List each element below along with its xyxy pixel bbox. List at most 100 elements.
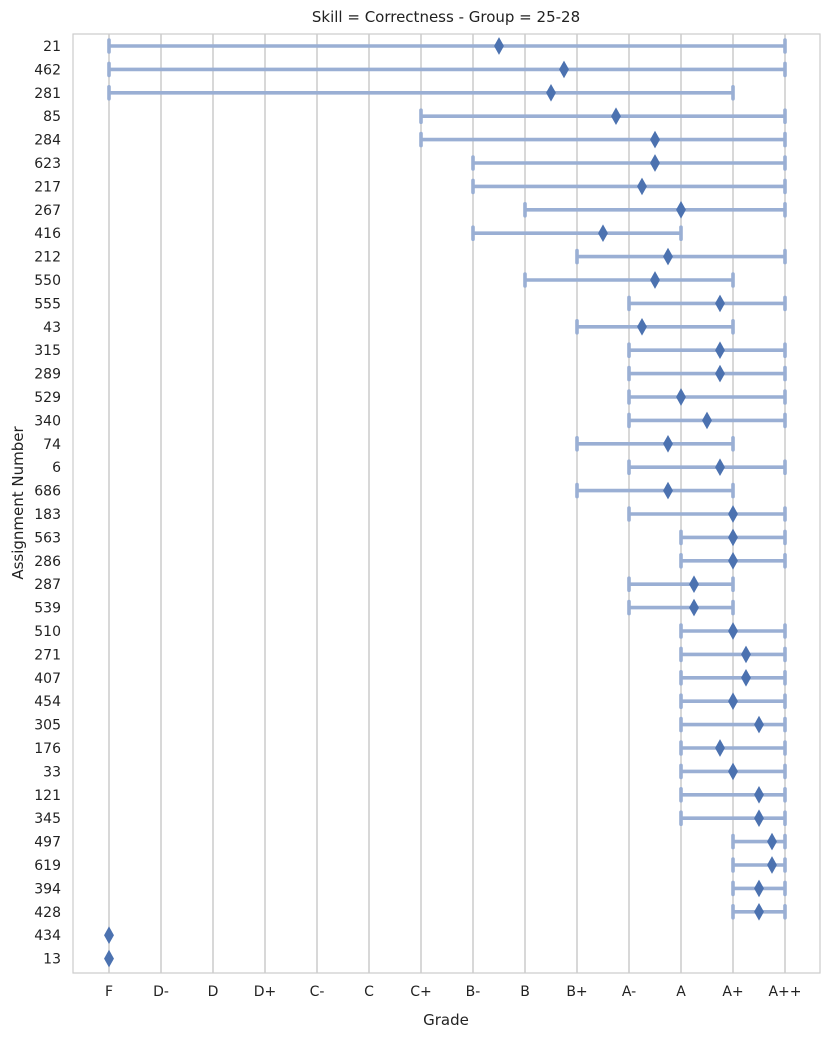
mean-marker bbox=[702, 411, 712, 430]
range-bar bbox=[679, 669, 787, 686]
mean-marker bbox=[728, 622, 738, 640]
mean-marker bbox=[728, 528, 738, 547]
mean-marker bbox=[637, 317, 647, 336]
mean-marker bbox=[767, 832, 777, 851]
x-axis-label: Grade bbox=[423, 1011, 469, 1029]
range-bars bbox=[107, 38, 787, 920]
y-tick-label: 340 bbox=[34, 413, 61, 429]
y-tick-label: 289 bbox=[34, 367, 61, 383]
range-bar bbox=[107, 38, 787, 54]
y-tick-label: 287 bbox=[34, 577, 61, 593]
mean-marker bbox=[728, 692, 738, 711]
y-tick-labels: 21 462 281 85 284 623 217 267 416 212 550 555 43 315 2… bbox=[34, 39, 61, 968]
grid-lines bbox=[108, 34, 786, 973]
mean-marker bbox=[754, 785, 764, 804]
range-bar bbox=[419, 131, 787, 148]
mean-marker bbox=[637, 177, 647, 196]
y-tick-label: 183 bbox=[34, 507, 61, 523]
y-tick-label: 305 bbox=[34, 718, 61, 734]
mean-marker bbox=[754, 715, 764, 734]
mean-marker bbox=[663, 481, 673, 500]
mean-marker bbox=[104, 926, 114, 945]
x-tick-label: C+ bbox=[410, 984, 432, 1000]
y-tick-label: 33 bbox=[43, 764, 61, 780]
y-tick-label: 284 bbox=[34, 133, 61, 149]
range-bar bbox=[627, 365, 787, 382]
range-bar bbox=[419, 108, 787, 124]
x-tick-label: D+ bbox=[254, 984, 277, 1000]
y-tick-label: 428 bbox=[34, 905, 61, 921]
y-tick-label: 286 bbox=[34, 554, 61, 570]
range-bar bbox=[523, 272, 735, 288]
mean-marker bbox=[650, 271, 660, 289]
y-tick-label: 271 bbox=[34, 647, 61, 663]
mean-marker bbox=[741, 645, 751, 664]
x-tick-label: A- bbox=[622, 984, 636, 1000]
range-bar bbox=[731, 857, 787, 873]
x-tick-label: A bbox=[676, 984, 686, 1000]
mean-marker bbox=[728, 762, 738, 781]
y-tick-label: 623 bbox=[34, 156, 61, 172]
mean-marker bbox=[676, 200, 686, 219]
x-tick-label: C bbox=[364, 984, 374, 1000]
y-tick-label: 217 bbox=[34, 179, 61, 195]
range-bar bbox=[627, 506, 787, 522]
mean-marker bbox=[689, 575, 699, 594]
mean-marker bbox=[715, 341, 725, 360]
y-tick-label: 434 bbox=[34, 928, 61, 944]
y-tick-label: 43 bbox=[43, 320, 61, 336]
range-bar bbox=[471, 155, 787, 171]
range-bar bbox=[627, 599, 735, 616]
range-bar bbox=[627, 295, 787, 312]
mean-marker bbox=[754, 809, 764, 828]
mean-marker bbox=[650, 154, 660, 172]
x-tick-label: D bbox=[208, 984, 219, 1000]
y-tick-label: 407 bbox=[34, 671, 61, 687]
y-tick-label: 315 bbox=[34, 343, 61, 359]
y-tick-label: 454 bbox=[34, 694, 61, 710]
y-tick-label: 539 bbox=[34, 601, 61, 617]
mean-marker bbox=[728, 551, 738, 570]
chart-title: Skill = Correctness - Group = 25-28 bbox=[312, 8, 580, 26]
range-bar bbox=[523, 202, 787, 218]
x-tick-label: C- bbox=[310, 984, 325, 1000]
mean-marker bbox=[767, 856, 777, 874]
mean-marker bbox=[663, 434, 673, 453]
x-tick-label: A+ bbox=[722, 984, 743, 1000]
y-tick-label: 6 bbox=[52, 460, 61, 476]
y-tick-label: 394 bbox=[34, 881, 61, 897]
plot-frame bbox=[72, 33, 821, 974]
y-tick-label: 686 bbox=[34, 484, 61, 500]
range-bar bbox=[575, 318, 735, 335]
y-axis-label: Assignment Number bbox=[9, 425, 27, 579]
mean-marker bbox=[689, 598, 699, 617]
y-tick-label: 267 bbox=[34, 203, 61, 219]
mean-marker bbox=[715, 739, 725, 757]
mean-marker bbox=[754, 879, 764, 898]
x-tick-label: B+ bbox=[566, 984, 587, 1000]
x-tick-label: D- bbox=[153, 984, 169, 1000]
mean-markers bbox=[104, 37, 777, 968]
range-bar bbox=[471, 178, 787, 195]
y-tick-label: 345 bbox=[34, 811, 61, 827]
x-tick-label: B bbox=[520, 984, 530, 1000]
mean-marker bbox=[715, 364, 725, 383]
mean-marker bbox=[598, 224, 608, 243]
x-tick-labels: F D- D D+ C- C C+ B- B B+ A- A A+ A++ bbox=[105, 984, 802, 1000]
y-tick-label: 529 bbox=[34, 390, 61, 406]
y-tick-label: 74 bbox=[43, 437, 61, 453]
y-tick-label: 21 bbox=[43, 39, 61, 55]
y-tick-label: 85 bbox=[43, 109, 61, 125]
mean-marker bbox=[728, 505, 738, 523]
y-tick-label: 462 bbox=[34, 62, 61, 78]
range-bar bbox=[679, 646, 787, 663]
range-bar bbox=[575, 435, 735, 452]
mean-marker bbox=[494, 37, 504, 55]
y-tick-label: 121 bbox=[34, 788, 61, 804]
x-tick-label: F bbox=[105, 984, 113, 1000]
y-tick-label: 281 bbox=[34, 86, 61, 102]
y-tick-label: 563 bbox=[34, 530, 61, 546]
y-tick-label: 555 bbox=[34, 296, 61, 312]
mean-marker bbox=[546, 83, 556, 102]
mean-marker bbox=[715, 294, 725, 313]
